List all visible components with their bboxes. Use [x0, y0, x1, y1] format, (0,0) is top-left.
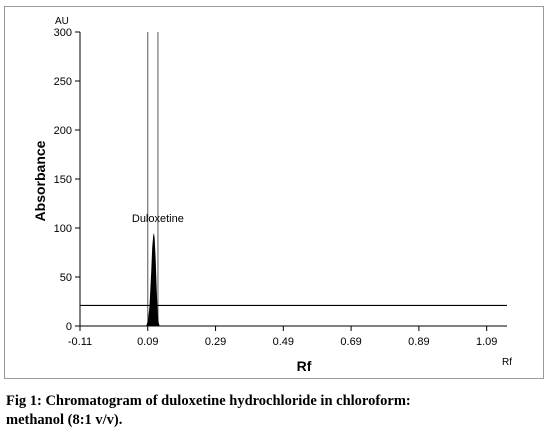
y-tick-label: 0 [66, 321, 72, 333]
duloxetine-peak [146, 232, 160, 326]
y-axis-title: Absorbance [32, 140, 48, 221]
x-unit-label: Rf [502, 357, 512, 368]
x-tick-label: 1.09 [476, 336, 497, 348]
x-tick-label: -0.11 [68, 336, 92, 348]
x-tick-label: 0.49 [273, 336, 294, 348]
x-tick-label: 0.29 [205, 336, 226, 348]
y-tick-label: 150 [54, 174, 72, 186]
x-tick-label: 0.09 [137, 336, 158, 348]
x-axis-title: Rf [297, 358, 312, 374]
chart-frame: 0 50 100 150 200 250 300 -0.11 0.09 0.29 0.49 0.69 0… [4, 6, 544, 379]
caption-line-2: methanol (8:1 v/v). [6, 412, 123, 428]
caption-line-1: Fig 1: Chromatogram of duloxetine hydroc… [6, 393, 411, 409]
y-tick-label: 300 [54, 27, 72, 39]
y-tick-label: 100 [54, 223, 72, 235]
y-tick-label: 250 [54, 76, 72, 88]
x-tick-label: 0.69 [340, 336, 361, 348]
figure-caption: Fig 1: Chromatogram of duloxetine hydroc… [6, 392, 544, 430]
chromatogram-chart: 0 50 100 150 200 250 300 -0.11 0.09 0.29 0.49 0.69 0… [32, 16, 512, 374]
x-tick-label: 0.89 [408, 336, 429, 348]
peak-label-duloxetine: Duloxetine [132, 213, 184, 225]
y-unit-label: AU [55, 16, 69, 27]
y-tick-label: 200 [54, 125, 72, 137]
y-tick-label: 50 [60, 272, 72, 284]
